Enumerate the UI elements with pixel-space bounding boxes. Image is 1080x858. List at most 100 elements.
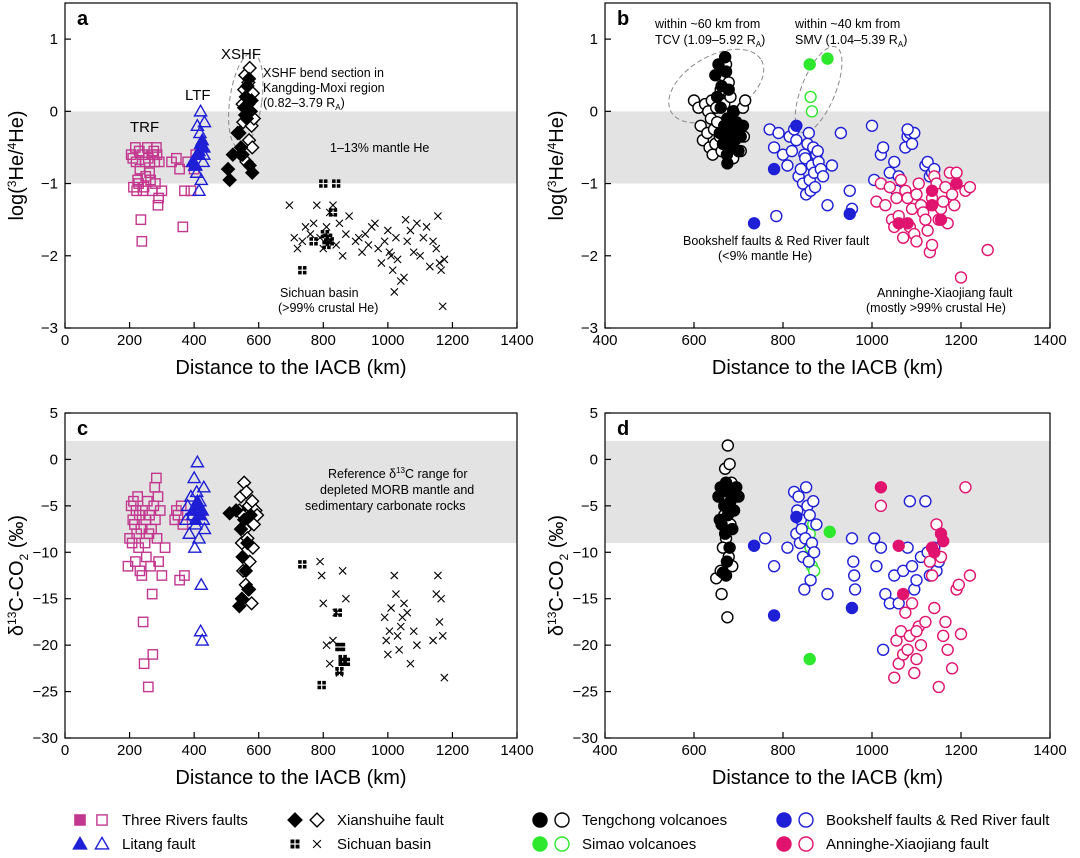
marker-diamond <box>222 172 237 188</box>
annotation-ltf: LTF <box>185 87 211 104</box>
marker-triangle <box>186 470 202 484</box>
marker-filled-square-quad <box>343 659 347 664</box>
marker-filled-square-quad <box>298 560 302 564</box>
marker-cross <box>437 594 446 603</box>
marker-circle <box>811 144 824 158</box>
marker-circle <box>928 601 941 615</box>
marker-circle <box>792 490 805 503</box>
marker-circle <box>941 643 954 656</box>
marker-filled-square-quad <box>333 608 338 613</box>
marker-circle <box>950 177 963 190</box>
legend-item-BS: Bookshelf faults & Red River fault <box>776 812 1050 829</box>
marker-circle <box>905 597 919 610</box>
marker-circle <box>910 235 923 248</box>
x-tick-label: 1400 <box>1033 332 1066 349</box>
marker-filled-square-quad <box>290 844 295 849</box>
marker-cross <box>298 237 307 246</box>
marker-cross <box>400 273 408 282</box>
marker-cross <box>370 219 379 228</box>
marker-filled-square-quad <box>309 241 313 246</box>
marker-filled-square-quad <box>328 233 333 238</box>
marker-square <box>150 514 161 526</box>
marker-circle <box>963 180 977 194</box>
marker-circle <box>894 173 908 187</box>
marker-triangle <box>72 835 88 850</box>
marker-filled-square-quad <box>320 234 325 239</box>
marker-circle <box>532 812 548 828</box>
marker-square <box>154 505 166 516</box>
panel-b: 400 600 800 1000 1200 1400 −3 −2 −1 0 1 Distance to… <box>545 2 1067 379</box>
marker-cross <box>335 669 344 677</box>
marker-square <box>151 532 163 544</box>
x-tick-label: 0 <box>61 332 69 349</box>
marker-filled-square-quad <box>330 241 334 246</box>
marker-square <box>96 814 108 826</box>
panel-label: b <box>617 8 629 30</box>
marker-square <box>135 214 147 226</box>
marker-cross <box>385 627 394 636</box>
y-axis-label: log(3He/4He) <box>5 110 28 220</box>
annotation-ref-line2: depleted MORB mantle and <box>320 483 474 497</box>
x-tick-label: 600 <box>681 742 706 759</box>
marker-circle <box>950 166 963 179</box>
marker-diamond <box>235 147 250 162</box>
marker-circle <box>919 495 932 508</box>
marker-filled-square-quad <box>338 662 343 667</box>
marker-circle <box>776 812 792 828</box>
marker-cross <box>341 594 350 603</box>
x-tick-label: 400 <box>182 742 207 759</box>
marker-cross <box>388 266 397 275</box>
marker-circle <box>892 539 905 552</box>
marker-cross <box>358 248 366 257</box>
marker-square <box>144 167 155 179</box>
marker-circle <box>848 569 861 582</box>
marker-circle <box>925 199 939 212</box>
marker-filled-square-quad <box>335 642 339 647</box>
x-tick-label: 1200 <box>944 742 977 759</box>
marker-square <box>130 142 141 153</box>
annotation-smv-line1: within ~40 km from <box>794 17 900 31</box>
legend: Three Rivers faults Litang fault Xianshuih… <box>72 812 1050 853</box>
marker-circle <box>954 271 968 284</box>
marker-circle <box>903 495 917 508</box>
marker-filled-square-quad <box>295 839 300 844</box>
marker-diamond <box>228 503 244 518</box>
marker-filled-square-quad <box>322 245 326 250</box>
series-TC-filled <box>709 50 750 170</box>
marker-circle <box>948 199 961 212</box>
series-TRF-open <box>122 472 190 693</box>
marker-circle <box>937 195 950 208</box>
marker-filled-square-quad <box>302 266 307 270</box>
marker-circle <box>908 666 921 680</box>
marker-triangle <box>193 623 208 637</box>
marker-cross <box>409 248 418 257</box>
y-tick-label: 1 <box>590 31 598 48</box>
annotation-bend-line1: XSHF bend section in <box>263 66 384 80</box>
marker-circle <box>843 207 856 221</box>
marker-circle <box>981 243 994 257</box>
marker-circle <box>816 170 830 183</box>
marker-circle <box>720 555 734 568</box>
marker-triangle <box>187 540 203 553</box>
marker-triangle <box>94 835 110 850</box>
marker-circle <box>937 534 950 548</box>
marker-cross <box>419 233 428 242</box>
marker-cross <box>395 645 404 654</box>
series-AX-open <box>870 166 994 284</box>
legend-item-SM: Simao volcanoes <box>532 836 696 853</box>
annotation-anninghe-line2: (mostly >99% crustal He) <box>866 301 1006 315</box>
legend-label: Tengchong volcanoes <box>582 812 727 829</box>
marker-square <box>177 221 189 233</box>
marker-filled-square-quad <box>302 560 307 564</box>
y-tick-label: −10 <box>573 544 598 561</box>
marker-circle <box>932 680 945 694</box>
x-tick-label: 1200 <box>436 742 469 759</box>
marker-square <box>139 537 151 549</box>
panel-c: 0 200 400 600 800 1000 1200 1400 −30 −25 −20 −15 −10… <box>5 405 534 789</box>
marker-circle <box>901 217 914 230</box>
legend-item-XSHF: Xianshuihe fault <box>287 812 445 829</box>
marker-circle <box>959 481 972 494</box>
marker-cross <box>380 613 389 622</box>
marker-filled-square-quad <box>319 184 323 188</box>
marker-circle <box>888 671 901 684</box>
